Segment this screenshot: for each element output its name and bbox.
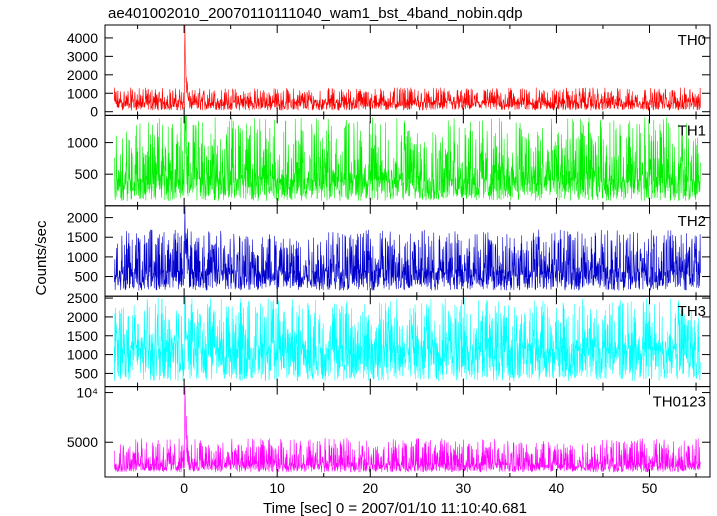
panel-th2: 500 1000 1500 2000 TH2: [67, 205, 711, 297]
x-tick-label: 30: [456, 480, 472, 496]
series-name-label: TH0123: [653, 394, 706, 411]
series-line-th2: [114, 205, 701, 291]
y-tick-label: 500: [75, 365, 99, 381]
y-tick-label: 1000: [67, 135, 98, 151]
y-tick-label: 1000: [67, 249, 98, 265]
panel-frame: [104, 386, 711, 478]
chart-title: ae401002010_20070110111040_wam1_bst_4ban…: [108, 5, 523, 22]
x-tick-label: 50: [642, 480, 658, 496]
x-tick-label: 0: [180, 480, 188, 496]
y-tick-label: 2000: [67, 210, 98, 226]
y-tick-label: 3000: [67, 48, 98, 64]
x-tick-label: 10: [269, 480, 285, 496]
y-tick-label: 1000: [67, 85, 98, 101]
panel-th3: 500 1000 1500 2000 2500 TH3: [67, 290, 711, 388]
series-line-th0: [114, 24, 701, 111]
y-tick-label: 2000: [67, 67, 98, 83]
y-tick-label: 500: [75, 269, 99, 285]
series-name-label: TH2: [678, 213, 706, 230]
y-tick-label: 1500: [67, 229, 98, 245]
x-tick-label: 20: [362, 480, 378, 496]
series-name-label: TH0: [678, 32, 706, 49]
y-tick-label: 10⁴: [76, 385, 98, 401]
series-name-label: TH1: [678, 122, 706, 139]
y-tick-label: 0: [90, 104, 98, 120]
y-tick-label: 500: [75, 166, 99, 182]
x-tick-label: 40: [549, 480, 565, 496]
series-line-th3: [114, 295, 701, 382]
panel-th0123: 5000 10⁴ 0 10 20 30 40 50 TH0123: [67, 385, 711, 496]
y-tick-label: 5000: [67, 434, 98, 450]
y-tick-label: 1000: [67, 347, 98, 363]
y-axis-label: Counts/sec: [33, 220, 50, 296]
x-axis-label: Time [sec] 0 = 2007/01/10 11:10:40.681: [263, 500, 527, 516]
series-line-th1: [114, 115, 701, 202]
series-line-th0123: [114, 386, 701, 473]
y-tick-label: 2500: [67, 290, 98, 306]
y-tick-label: 2000: [67, 309, 98, 325]
y-tick-label: 4000: [67, 30, 98, 46]
series-name-label: TH3: [678, 303, 706, 320]
y-tick-label: 1500: [67, 328, 98, 344]
